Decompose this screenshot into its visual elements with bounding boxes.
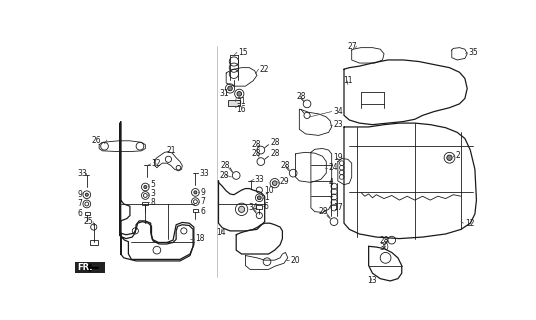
- Text: 28: 28: [220, 161, 229, 170]
- Bar: [193, 209, 198, 212]
- Text: 3: 3: [151, 189, 155, 198]
- Text: 6: 6: [201, 207, 206, 216]
- Text: 6: 6: [264, 202, 269, 211]
- Text: 24: 24: [329, 163, 338, 172]
- Bar: [256, 205, 263, 209]
- Circle shape: [85, 193, 88, 196]
- Circle shape: [194, 191, 197, 194]
- Text: 28: 28: [281, 161, 291, 170]
- Text: 23: 23: [333, 120, 343, 129]
- Text: 16: 16: [236, 105, 246, 114]
- Bar: [85, 212, 90, 215]
- Text: 19: 19: [333, 153, 343, 162]
- Text: 31: 31: [219, 89, 229, 98]
- Text: 14: 14: [216, 228, 226, 237]
- Text: 33: 33: [78, 169, 87, 178]
- Text: 7: 7: [201, 197, 206, 206]
- Circle shape: [239, 206, 244, 212]
- Text: 21: 21: [167, 146, 176, 155]
- Text: 33: 33: [199, 169, 209, 178]
- Text: 29: 29: [279, 177, 289, 186]
- Text: 10: 10: [264, 186, 273, 195]
- Text: 28: 28: [251, 149, 261, 158]
- Bar: [75, 262, 105, 273]
- Text: 11: 11: [343, 76, 353, 85]
- Text: 6: 6: [78, 210, 83, 219]
- Text: FR.: FR.: [78, 263, 93, 272]
- Text: 15: 15: [238, 48, 248, 57]
- Text: 7: 7: [78, 199, 83, 208]
- Bar: [228, 100, 240, 106]
- Bar: [142, 202, 148, 205]
- Circle shape: [272, 181, 277, 186]
- Text: 28: 28: [251, 140, 261, 149]
- Circle shape: [257, 196, 261, 200]
- Text: 34: 34: [333, 107, 343, 116]
- Text: 27: 27: [348, 42, 358, 51]
- Text: 30: 30: [379, 243, 389, 252]
- Text: 4: 4: [329, 178, 333, 187]
- Text: 33: 33: [255, 175, 264, 184]
- Text: 28: 28: [318, 207, 328, 216]
- Text: 26: 26: [92, 136, 101, 145]
- Text: 22: 22: [259, 65, 269, 74]
- Circle shape: [228, 86, 232, 91]
- Text: 28: 28: [270, 138, 280, 147]
- Text: 32: 32: [152, 159, 161, 168]
- Text: 31: 31: [236, 97, 246, 106]
- Text: 2: 2: [456, 151, 460, 160]
- Text: 25: 25: [84, 217, 93, 226]
- Text: 34: 34: [249, 203, 258, 212]
- Text: 28: 28: [379, 236, 389, 245]
- Circle shape: [144, 186, 147, 188]
- Text: 35: 35: [469, 48, 479, 57]
- Text: 9: 9: [201, 188, 206, 197]
- Text: 28: 28: [219, 171, 229, 180]
- Text: 28: 28: [270, 149, 280, 158]
- Text: 5: 5: [151, 180, 155, 189]
- Text: 13: 13: [367, 276, 377, 285]
- Circle shape: [237, 92, 242, 96]
- Bar: [90, 240, 98, 245]
- Text: 28: 28: [296, 92, 306, 101]
- Text: 9: 9: [78, 190, 83, 199]
- Text: 20: 20: [290, 256, 300, 265]
- Circle shape: [447, 155, 452, 160]
- Text: 17: 17: [333, 203, 343, 212]
- Text: 12: 12: [465, 219, 474, 228]
- Text: 8: 8: [151, 198, 155, 207]
- Text: 1: 1: [264, 193, 269, 202]
- Text: 18: 18: [196, 234, 205, 243]
